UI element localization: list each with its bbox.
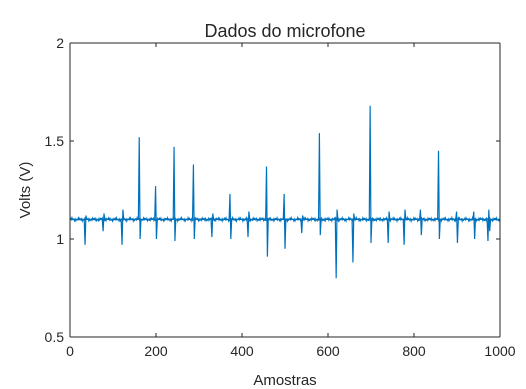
x-tick-label: 800 (402, 343, 426, 359)
y-tick-label: 2 (56, 35, 64, 51)
series-layer (70, 105, 500, 279)
y-tick-label: 1.5 (45, 133, 65, 149)
x-tick-label: 0 (66, 343, 74, 359)
x-tick-label: 400 (230, 343, 254, 359)
y-tick-label: 1 (56, 231, 64, 247)
x-tick-label: 600 (316, 343, 340, 359)
series-line-0 (70, 105, 500, 279)
x-tick-label: 1000 (484, 343, 515, 359)
axes-layer: 0 200 400 600 800 1000 0.5 1 1.5 2 (45, 35, 516, 359)
x-tick-label: 200 (144, 343, 168, 359)
plot-area (70, 43, 500, 337)
chart-title: Dados do microfone (204, 21, 365, 41)
y-tick-label: 0.5 (45, 329, 65, 345)
x-axis-label: Amostras (253, 372, 316, 389)
y-axis-label: Volts (V) (17, 162, 34, 219)
